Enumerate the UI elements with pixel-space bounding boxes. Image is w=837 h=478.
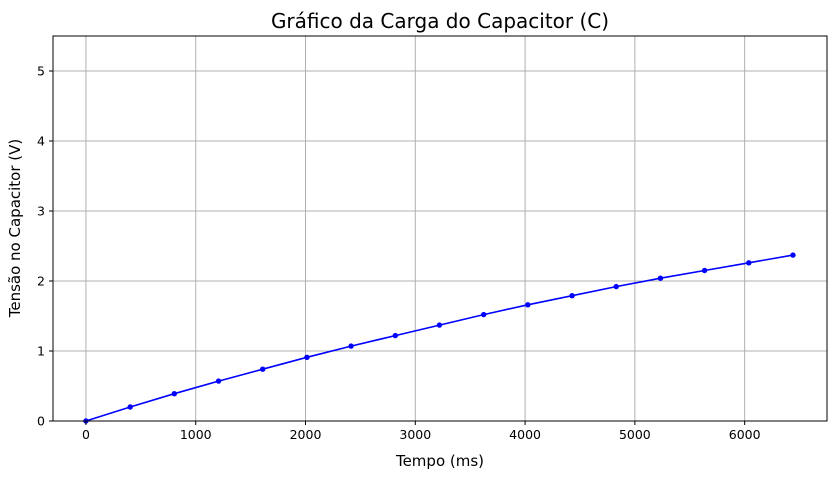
y-tick-label: 1 [37,344,45,359]
y-tick-label: 3 [37,204,45,219]
data-point [701,267,708,274]
data-point [259,366,266,372]
data-point [171,391,178,397]
grid [53,36,827,422]
data-point [215,378,222,384]
plot-area [83,252,796,424]
y-tick-label: 5 [37,64,45,79]
data-point [348,343,354,349]
data-point [127,404,133,410]
x-tick-label: 4000 [509,427,541,442]
data-point [304,354,310,360]
chart-title: Gráfico da Carga do Capacitor (C) [271,9,609,33]
series-line [85,254,794,422]
x-tick-label: 1000 [180,427,212,442]
y-axis-label: Tensão no Capacitor (V) [6,139,24,319]
data-point [569,293,575,299]
data-point [480,311,487,318]
x-axis: 0 1000 2000 3000 4000 5000 6000 [82,421,761,442]
y-tick-label: 4 [37,134,45,149]
data-point [525,302,531,308]
y-tick-label: 0 [37,414,45,429]
data-point [613,283,619,290]
data-point [790,252,796,258]
data-point [436,322,443,328]
data-point [746,260,752,266]
data-point [657,275,664,281]
x-tick-label: 3000 [399,427,431,442]
x-axis-label: Tempo (ms) [395,452,484,470]
y-tick-label: 2 [37,274,45,289]
data-point [392,332,399,339]
y-axis: 0 1 2 3 4 5 [37,64,53,429]
x-tick-label: 0 [82,427,90,442]
plot-frame [52,35,828,422]
x-tick-label: 2000 [290,427,322,442]
x-tick-label: 5000 [619,427,651,442]
x-tick-label: 6000 [729,427,761,442]
